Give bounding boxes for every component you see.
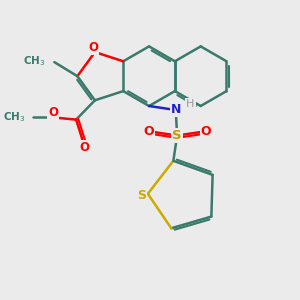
Text: O: O xyxy=(201,125,212,138)
Text: O: O xyxy=(80,141,90,154)
Text: CH$_3$: CH$_3$ xyxy=(23,54,45,68)
Text: O: O xyxy=(143,125,154,138)
Text: H: H xyxy=(186,99,195,109)
Text: S: S xyxy=(137,189,146,202)
Text: O: O xyxy=(48,106,59,119)
Text: S: S xyxy=(172,129,182,142)
Text: N: N xyxy=(170,103,181,116)
Text: CH$_3$: CH$_3$ xyxy=(2,110,25,124)
Text: O: O xyxy=(88,41,98,54)
